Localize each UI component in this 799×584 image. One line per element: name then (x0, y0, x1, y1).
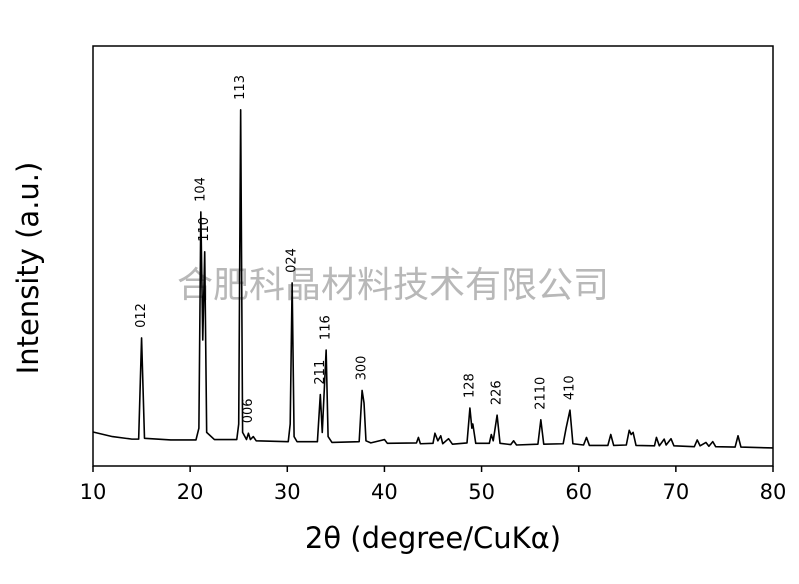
peak-label: 024 (285, 248, 300, 273)
y-axis-title: Intensity (a.u.) (11, 162, 45, 375)
pattern-line (92, 109, 774, 449)
peak-label: 226 (490, 380, 505, 405)
peak-label: 012 (134, 303, 149, 328)
x-tick-label: 80 (760, 480, 787, 504)
x-tick-label: 50 (468, 480, 495, 504)
x-tick-label: 30 (274, 480, 301, 504)
peak-label: 116 (319, 315, 334, 340)
peak-label: 300 (355, 356, 370, 381)
x-tick-label: 70 (662, 480, 689, 504)
peak-label: 006 (241, 398, 256, 423)
peak-label: 110 (197, 217, 212, 242)
plot-frame (92, 45, 774, 467)
x-axis-title: 2θ (degree/CuKα) (305, 521, 561, 555)
peak-label: 128 (462, 373, 477, 398)
peak-label: 104 (193, 177, 208, 202)
peak-label: 2110 (533, 377, 548, 410)
peak-label: 113 (233, 75, 248, 100)
x-tick-label: 20 (177, 480, 204, 504)
x-tick-label: 10 (80, 480, 107, 504)
peak-label: 211 (313, 360, 328, 385)
watermark: 合肥科晶材料技术有限公司 (177, 265, 609, 306)
peak-label: 410 (562, 375, 577, 400)
x-tick-label: 60 (565, 480, 592, 504)
x-tick-label: 40 (371, 480, 398, 504)
